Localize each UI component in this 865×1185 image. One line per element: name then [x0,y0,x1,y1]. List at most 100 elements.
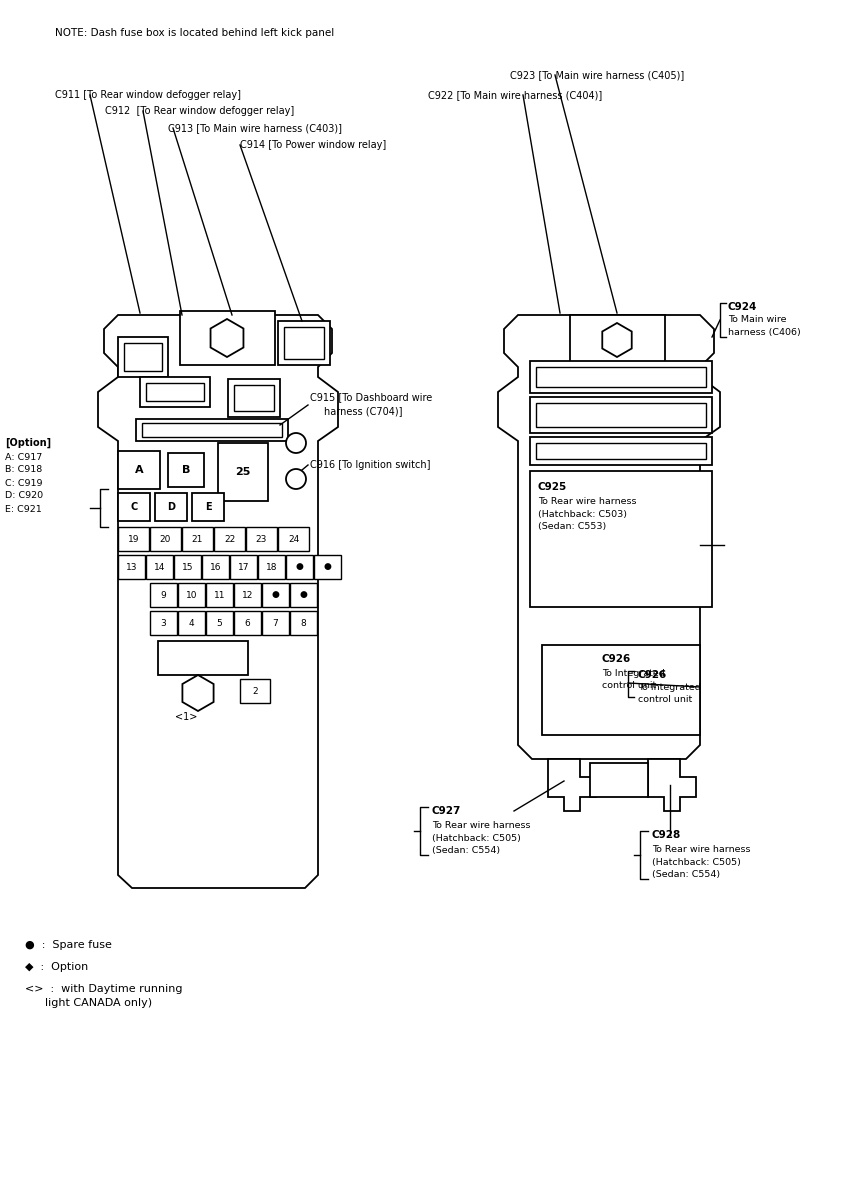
Text: To Rear wire harness: To Rear wire harness [538,497,637,506]
Bar [234,385,274,411]
Bar [150,583,177,607]
Text: light CANADA only): light CANADA only) [45,998,152,1008]
Bar [150,527,181,551]
Text: (Sedan: C554): (Sedan: C554) [432,846,500,856]
Text: 17: 17 [238,563,249,571]
Bar [180,310,275,365]
Text: 18: 18 [266,563,278,571]
Bar [146,383,204,401]
Text: To Integrated: To Integrated [602,668,664,678]
Text: 24: 24 [288,534,299,544]
Bar [240,679,270,703]
Bar [536,443,706,459]
Text: 21: 21 [192,534,203,544]
Polygon shape [548,760,596,811]
Text: ◆  :  Option: ◆ : Option [25,962,88,972]
Text: (Hatchback: C505): (Hatchback: C505) [652,858,741,866]
Bar [206,583,233,607]
Text: (Sedan: C553): (Sedan: C553) [538,523,606,532]
Text: 15: 15 [182,563,193,571]
Bar [228,379,280,417]
Text: E: E [205,502,211,512]
Text: ●: ● [299,590,307,600]
Text: control unit: control unit [602,681,657,691]
Text: C916 [To Ignition switch]: C916 [To Ignition switch] [310,460,431,470]
Bar [118,451,160,489]
Bar [136,419,288,441]
Polygon shape [648,760,696,811]
Text: control unit: control unit [638,694,692,704]
Text: 9: 9 [161,590,166,600]
Bar [168,453,204,487]
Bar [286,555,313,579]
Text: To Main wire: To Main wire [728,315,786,325]
Circle shape [286,433,306,453]
Text: To Integrated: To Integrated [638,683,701,692]
Text: 16: 16 [209,563,221,571]
Polygon shape [183,675,214,711]
Text: To Rear wire harness: To Rear wire harness [432,820,530,830]
Text: 25: 25 [235,467,251,478]
Text: C926: C926 [638,670,667,680]
Bar [284,327,324,359]
Text: D: C920: D: C920 [5,492,43,500]
Text: C928: C928 [652,830,682,840]
Bar [214,527,245,551]
Text: ●  :  Spare fuse: ● : Spare fuse [25,940,112,950]
Bar [178,611,205,635]
Bar [118,337,168,377]
Bar [218,443,268,501]
Text: harness (C704)]: harness (C704)] [324,406,402,416]
Bar [182,527,213,551]
Bar [262,583,289,607]
Text: ●: ● [324,563,331,571]
Bar [262,611,289,635]
Bar [150,611,177,635]
Text: To Rear wire harness: To Rear wire harness [652,845,751,853]
Polygon shape [210,319,243,357]
Text: <>  :  with Daytime running: <> : with Daytime running [25,984,183,994]
Text: 6: 6 [245,619,250,628]
Text: C912  [To Rear window defogger relay]: C912 [To Rear window defogger relay] [105,105,294,116]
Text: D: D [167,502,175,512]
Text: C924: C924 [728,302,758,312]
Text: B: B [182,465,190,475]
Text: A: C917: A: C917 [5,453,42,461]
Text: 19: 19 [128,534,139,544]
Bar [290,583,317,607]
Bar [230,555,257,579]
Polygon shape [498,315,720,760]
Bar [570,315,665,365]
Bar [140,377,210,406]
Bar [530,361,712,393]
Text: C911 [To Rear window defogger relay]: C911 [To Rear window defogger relay] [55,90,241,100]
Bar [290,611,317,635]
Bar [278,527,309,551]
Text: 3: 3 [161,619,166,628]
Bar [158,641,248,675]
Text: B: C918: B: C918 [5,466,42,474]
Text: 13: 13 [125,563,138,571]
Bar [146,555,173,579]
Bar [530,470,712,607]
Bar [530,397,712,433]
Text: ●: ● [272,590,279,600]
Circle shape [286,469,306,489]
Text: 4: 4 [189,619,195,628]
Bar [530,437,712,465]
Text: C913 [To Main wire harness (C403)]: C913 [To Main wire harness (C403)] [168,123,342,133]
Text: 7: 7 [272,619,279,628]
Text: <1>: <1> [175,712,197,722]
Text: C927: C927 [432,806,461,816]
Text: 14: 14 [154,563,165,571]
Text: 2: 2 [253,686,258,696]
Polygon shape [602,324,631,357]
Bar [192,493,224,521]
Text: NOTE: Dash fuse box is located behind left kick panel: NOTE: Dash fuse box is located behind le… [55,28,334,38]
Text: C922 [To Main wire harness (C404)]: C922 [To Main wire harness (C404)] [428,90,602,100]
Text: C926: C926 [602,654,631,664]
Bar [206,611,233,635]
Bar [124,342,162,371]
Bar [155,493,187,521]
Text: 23: 23 [256,534,267,544]
